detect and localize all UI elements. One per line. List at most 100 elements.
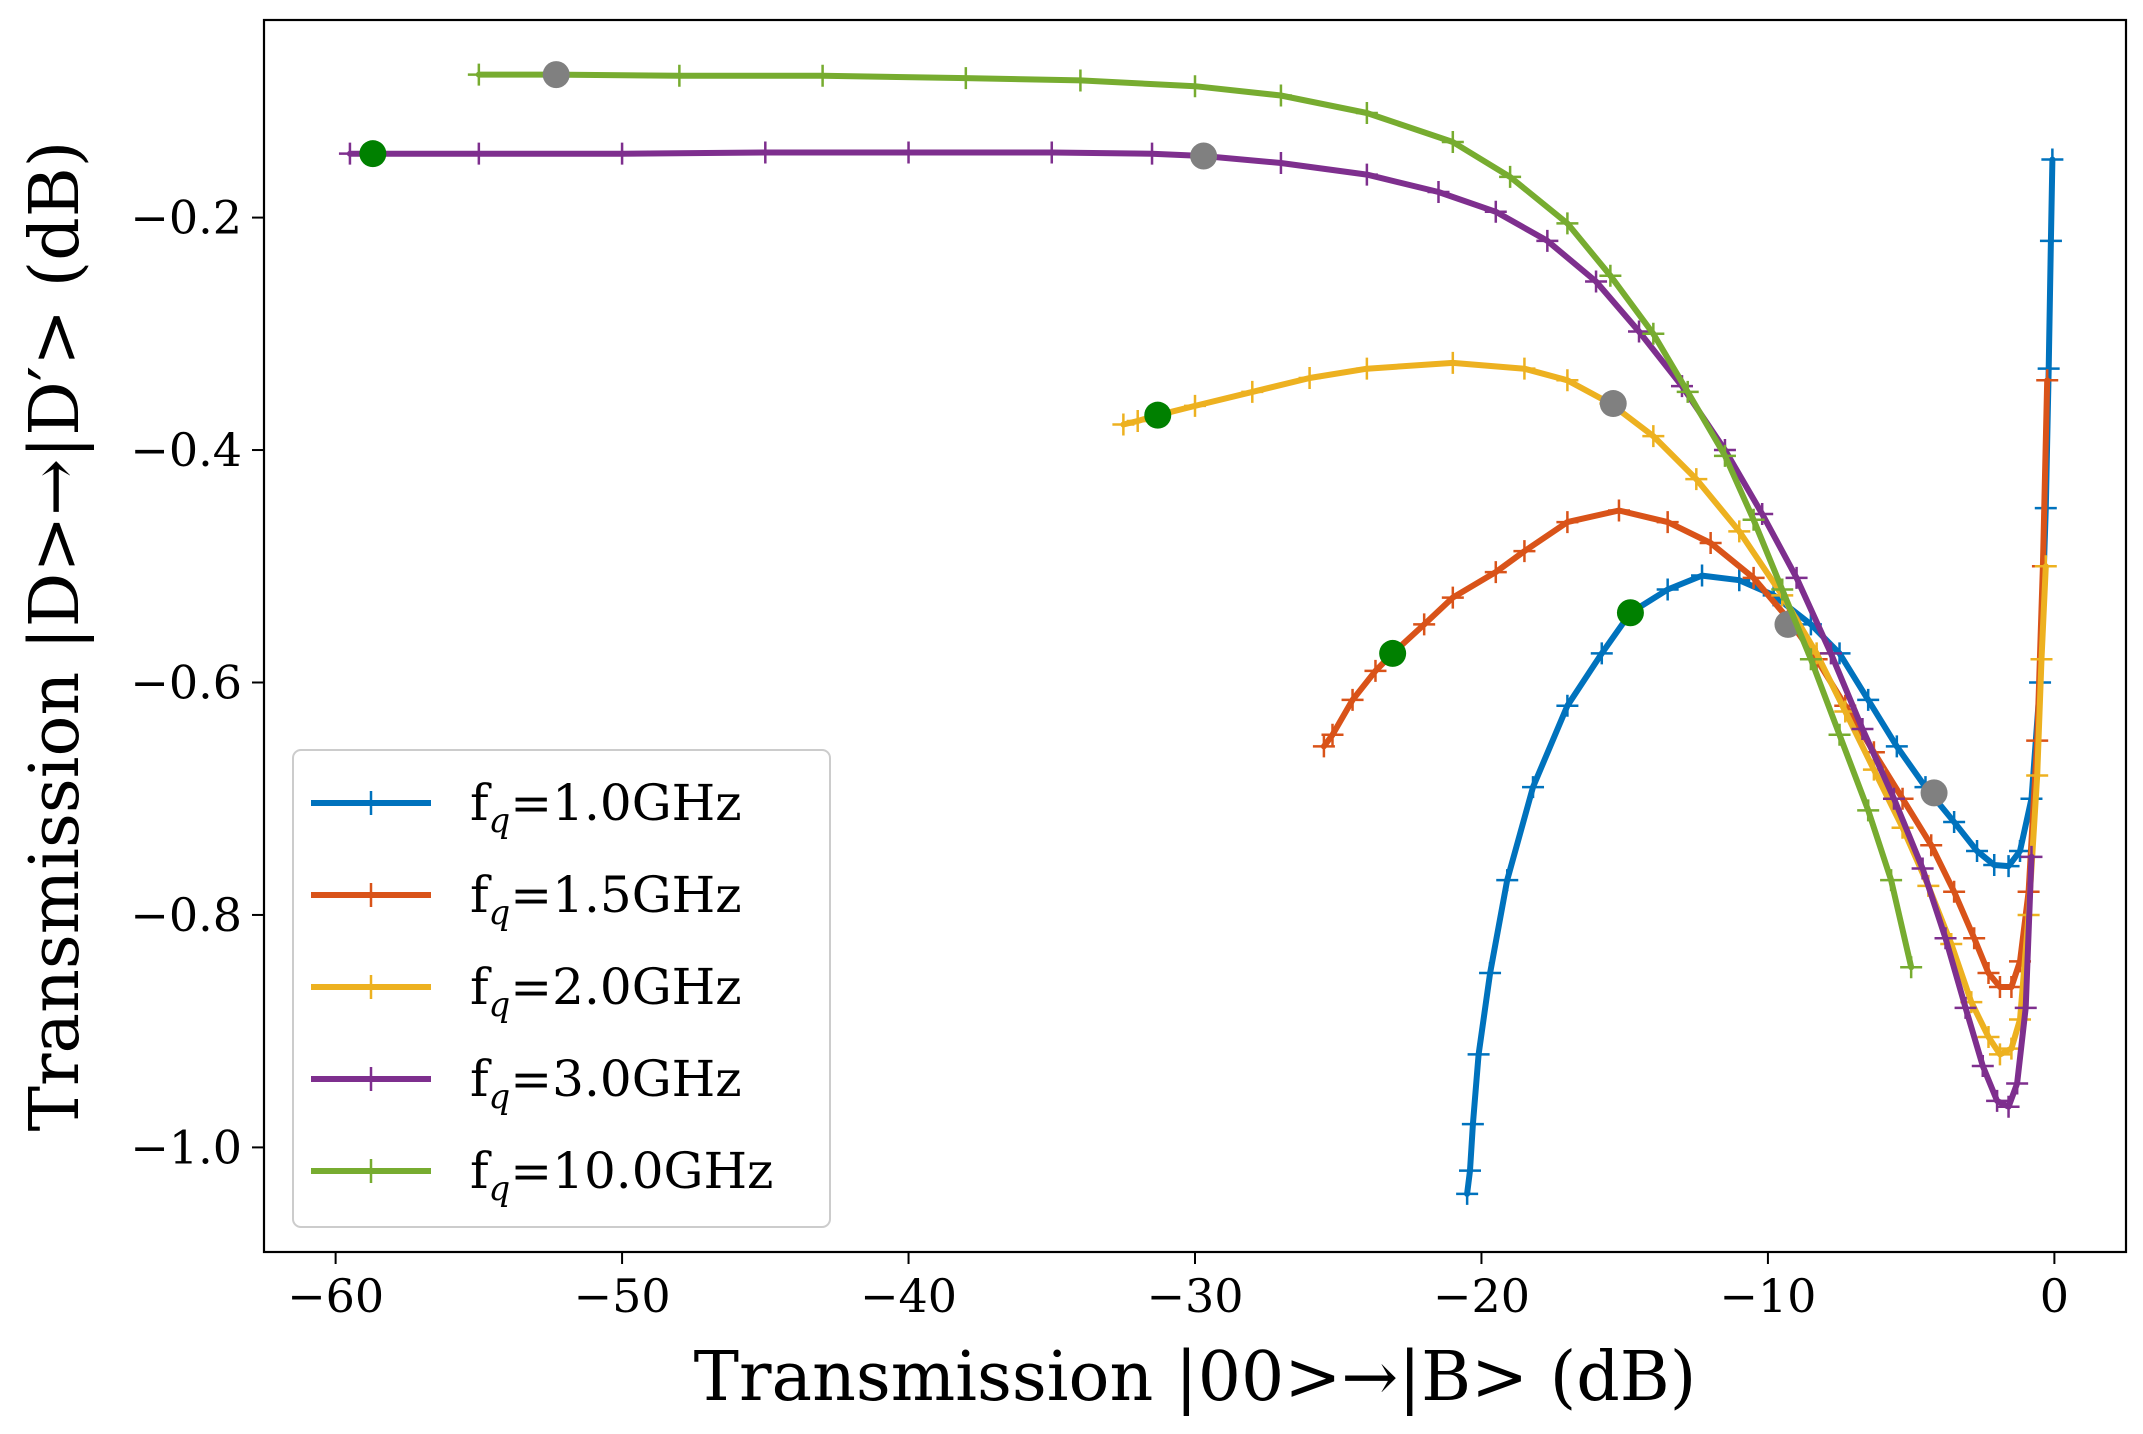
data-point-marker <box>1963 927 1986 950</box>
data-point-marker <box>1971 1055 1994 1078</box>
data-point-marker <box>1656 578 1679 601</box>
data-point-marker <box>1585 270 1608 293</box>
legend-entry: fq=2.0GHz <box>311 958 742 1025</box>
data-point-marker <box>1427 181 1450 204</box>
data-point-marker <box>1184 75 1206 98</box>
data-point-marker <box>1728 569 1751 592</box>
data-point-marker <box>467 63 490 86</box>
legend-label-value: =10.0GHz <box>510 1142 773 1200</box>
data-point-marker <box>1628 320 1651 343</box>
data-point-marker <box>1321 723 1344 746</box>
data-point-marker <box>1467 1043 1490 1066</box>
data-point-marker <box>1988 1043 2011 1066</box>
data-point-marker <box>1112 413 1135 436</box>
data-point-marker <box>897 141 920 164</box>
data-point-marker <box>1522 776 1545 799</box>
data-point-marker <box>1556 511 1579 534</box>
y-tick-label: −1.0 <box>130 1120 242 1174</box>
data-point-marker <box>1241 380 1264 403</box>
data-point-marker <box>467 142 490 165</box>
data-point-marker <box>1459 1159 1481 1182</box>
legend-label-value: =2.0GHz <box>510 958 741 1016</box>
x-tick-label: −50 <box>574 1269 671 1323</box>
data-point-marker <box>1484 561 1507 584</box>
x-axis: −60 −50 −40 −30 −20 −10 0 <box>287 1252 2069 1323</box>
legend-label-main: f <box>470 1050 492 1108</box>
data-point-marker <box>1966 840 1989 863</box>
data-point-marker <box>1456 1182 1479 1205</box>
data-point-marker <box>1269 151 1292 174</box>
data-point-marker <box>1728 520 1751 543</box>
data-point-marker <box>2041 148 2064 171</box>
legend-label-subscript: q <box>489 1077 511 1117</box>
start-point-marker <box>1144 401 1172 429</box>
legend-marker <box>359 1159 383 1183</box>
data-point-marker <box>2026 764 2049 787</box>
y-axis-title: Transmission |D>→|D′> (dB) <box>16 141 95 1132</box>
data-point-marker <box>1642 322 1665 345</box>
x-tick-label: −60 <box>287 1269 384 1323</box>
legend-label-subscript: q <box>489 893 511 933</box>
data-point-marker <box>338 142 361 165</box>
data-point-marker <box>1355 101 1378 124</box>
data-point-marker <box>1141 142 1164 165</box>
legend-label: fq=1.5GHz <box>470 866 742 933</box>
data-point-marker <box>2009 840 2032 863</box>
legend-label-subscript: q <box>489 1169 511 1209</box>
legend-marker <box>359 975 383 999</box>
legend-label-value: =1.5GHz <box>510 866 741 924</box>
data-point-marker <box>1828 723 1851 746</box>
data-point-marker <box>2030 648 2053 671</box>
data-point-marker <box>1355 357 1378 380</box>
legend-label: fq=1.0GHz <box>470 774 742 841</box>
legend-label: fq=10.0GHz <box>470 1142 773 1209</box>
data-point-marker <box>1513 357 1536 380</box>
data-point-marker <box>1911 857 1934 880</box>
data-point-marker <box>1851 717 1874 740</box>
legend-entry: fq=1.5GHz <box>311 866 742 933</box>
data-point-marker <box>1298 366 1321 389</box>
x-axis-title: Transmission |00>→|B> (dB) <box>694 1338 1697 1417</box>
y-tick-label: −0.8 <box>130 888 242 942</box>
y-tick-label: −0.2 <box>130 191 242 245</box>
data-point-marker <box>2014 996 2037 1019</box>
legend-label-value: =1.0GHz <box>510 774 741 832</box>
start-point-marker <box>1379 639 1407 667</box>
x-tick-label: 0 <box>2040 1269 2069 1323</box>
legend-label-subscript: q <box>489 985 511 1025</box>
data-point-marker <box>1920 834 1943 857</box>
data-point-marker <box>1799 648 1822 671</box>
data-point-marker <box>1536 229 1559 252</box>
data-point-marker <box>1943 810 1966 833</box>
data-point-marker <box>1040 141 1063 164</box>
data-point-marker <box>1069 69 1092 92</box>
data-point-marker <box>1934 927 1957 950</box>
legend-label: fq=2.0GHz <box>470 958 742 1025</box>
legend-label-subscript: q <box>489 801 511 841</box>
data-point-marker <box>1986 1089 2009 1112</box>
start-point-marker <box>1616 599 1644 627</box>
legend-marker <box>359 1067 383 1091</box>
y-tick-label: −0.4 <box>130 423 242 477</box>
data-point-marker <box>1413 613 1436 636</box>
y-tick-label: −0.6 <box>130 655 242 709</box>
x-tick-label: −30 <box>1146 1269 1243 1323</box>
data-point-marker <box>1484 200 1507 223</box>
x-tick-label: −40 <box>860 1269 957 1323</box>
data-point-marker <box>1885 735 1908 758</box>
data-point-marker <box>1355 163 1378 186</box>
data-point-marker <box>1312 735 1335 758</box>
data-point-marker <box>1496 869 1519 892</box>
data-point-marker <box>1364 659 1387 682</box>
data-point-marker <box>1599 264 1622 287</box>
data-point-marker <box>1499 165 1522 188</box>
data-point-marker <box>1882 787 1905 810</box>
legend-label-main: f <box>470 866 492 924</box>
data-point-marker <box>1857 799 1880 822</box>
data-point-marker <box>1713 444 1736 467</box>
data-point-marker <box>1556 694 1579 717</box>
data-point-marker <box>754 141 777 164</box>
data-point-marker <box>811 64 834 87</box>
data-point-marker <box>1269 84 1292 107</box>
